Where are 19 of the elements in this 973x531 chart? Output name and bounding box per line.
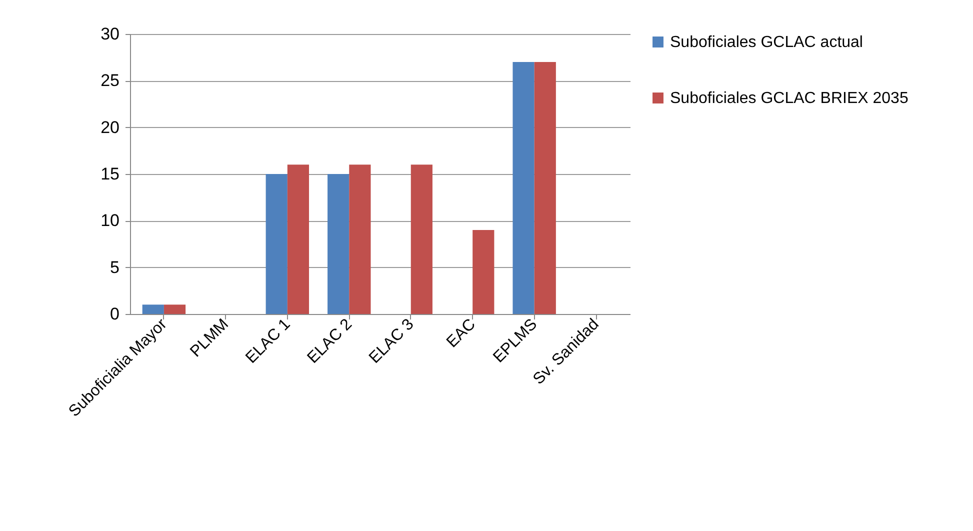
bar	[287, 164, 310, 314]
bar	[512, 62, 534, 314]
legend-label: Suboficiales GCLAC BRIEX 2035	[670, 90, 908, 107]
bar	[349, 164, 371, 314]
y-tick-label: 25	[100, 71, 120, 90]
y-tick-label: 10	[100, 211, 120, 230]
y-tick-label: 20	[100, 118, 120, 137]
bar	[534, 62, 556, 314]
legend-label: Suboficiales GCLAC actual	[670, 34, 863, 51]
bar	[328, 174, 350, 314]
bar	[266, 174, 288, 314]
y-tick-label: 0	[110, 304, 120, 324]
bar	[142, 304, 164, 314]
bar	[164, 304, 186, 314]
bar	[410, 164, 432, 314]
y-tick-label: 15	[100, 164, 120, 184]
y-tick-label: 30	[100, 24, 120, 44]
bar	[472, 230, 494, 314]
y-tick-label: 5	[110, 258, 120, 277]
